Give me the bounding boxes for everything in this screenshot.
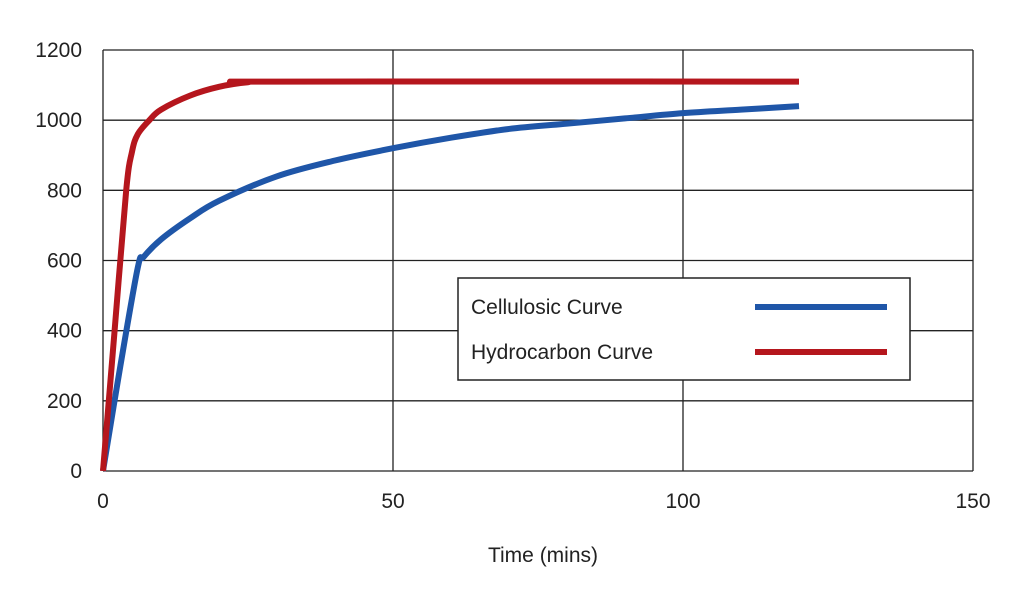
legend-label: Cellulosic Curve	[471, 296, 623, 319]
x-tick-label: 150	[955, 490, 990, 513]
grid	[102, 49, 974, 472]
y-tick-label: 600	[47, 250, 82, 273]
y-tick-label: 800	[47, 179, 82, 202]
legend-box	[457, 277, 911, 381]
y-tick-label: 1200	[35, 39, 82, 62]
legend-label: Hydrocarbon Curve	[471, 341, 653, 364]
series-line-hydrocarbon-curve	[100, 78, 800, 472]
x-tick-label: 100	[665, 490, 700, 513]
series-line-cellulosic-curve	[100, 103, 800, 472]
tick-labels: 0 200 400 600 800 1000 1200 0 50 100 150	[35, 39, 990, 513]
x-tick-label: 0	[97, 490, 109, 513]
x-axis-label: Time (mins)	[488, 544, 598, 567]
y-tick-label: 1000	[35, 109, 82, 132]
legend: Cellulosic Curve Hydrocarbon Curve	[457, 277, 911, 381]
y-tick-label: 200	[47, 390, 82, 413]
y-tick-label: 400	[47, 320, 82, 343]
series-lines	[100, 78, 800, 472]
y-tick-label: 0	[70, 460, 82, 483]
x-tick-label: 50	[381, 490, 404, 513]
